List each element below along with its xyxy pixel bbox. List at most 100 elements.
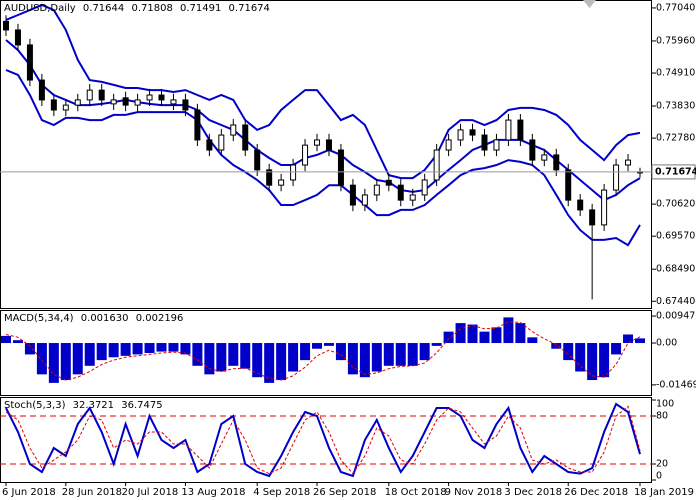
macd-bar [359,343,370,378]
macd-bar [216,343,227,372]
last-price-label: 0.71674 [655,166,696,177]
candle-body [613,164,620,191]
candle-body [553,154,560,171]
y-tick-label: 0.67440 [656,296,695,307]
candle-body [457,129,464,141]
macd-bar [192,343,203,366]
last-price-box [651,164,696,180]
stoch-signal-readout: 36.7475 [121,400,162,411]
candle-body [290,164,297,181]
macd-bar [108,343,119,358]
macd-bar [12,340,23,344]
y-tick-label: 0 [656,471,662,482]
candle-body [625,159,632,166]
stoch-header: Stoch(5,3,3) 32.3721 36.7475 [4,400,163,411]
macd-bar [407,343,418,366]
macd-bar [168,343,179,352]
macd-bar [599,343,610,378]
candle-body [505,119,512,141]
macd-bar [503,317,514,344]
macd-bar [395,343,406,366]
candle-body [481,134,488,151]
candle-body [50,99,57,111]
candle-body [74,99,81,106]
scroll-marker [583,0,596,8]
macd-bar [228,343,239,366]
candle-body [349,184,356,206]
y-tick-label: 0.68490 [656,264,695,275]
macd-bar [204,343,215,375]
x-tick-label: 6 Jun 2018 [2,487,56,498]
candle-body [469,129,476,136]
x-tick-label: 4 Sep 2018 [253,487,310,498]
candle-body [170,99,177,105]
candle-body [278,179,285,186]
bollinger-band [5,69,641,247]
candle-body [493,139,500,151]
x-tick-label: 13 Aug 2018 [181,487,245,498]
candle-body [3,20,9,31]
macd-bar [623,334,634,344]
stoch-title: Stoch(5,3,3) [4,400,66,411]
candle-body [314,139,321,146]
macd-bar [132,343,143,355]
macd-bar [563,343,574,361]
candle-body [409,194,416,201]
x-tick-label: 26 Sep 2018 [313,487,376,498]
macd-bar [611,343,622,355]
candle-body [158,94,165,101]
x-tick-label: 28 Jun 2018 [62,487,122,498]
candle-body [385,179,392,186]
x-tick-label: 20 Jul 2018 [122,487,179,498]
macd-header: MACD(5,34,4) 0.001630 0.002196 [4,313,183,324]
y-tick-label: -0.014695 [656,379,696,390]
candle-body [86,89,93,101]
candle-body [302,144,309,166]
candle-body [230,124,237,136]
macd-bar [323,343,334,346]
price-panel [0,0,652,309]
macd-bar [587,343,598,381]
candle-body [589,209,596,226]
macd-bar [144,343,155,353]
bollinger-band [5,3,641,180]
macd-bar [635,338,645,344]
macd-bar [443,331,454,344]
macd-signal [5,321,641,381]
macd-title: MACD(5,34,4) [4,313,74,324]
macd-bar [84,343,95,366]
macd-bar [527,337,538,344]
candle-body [110,99,117,105]
candle-body [146,94,153,101]
macd-bar [455,323,466,344]
x-tick-label: 9 Nov 2018 [445,487,503,498]
macd-bar [312,343,323,349]
y-tick-label: 80 [656,411,668,422]
candle-body [445,139,452,151]
macd-bar [419,343,430,361]
macd-bar [120,343,131,356]
candle-body [122,97,129,106]
macd-bar [276,343,287,381]
y-tick-label: 0.77040 [656,2,695,13]
y-tick-label: 20 [656,459,668,470]
x-tick-label: 18 Jan 2019 [634,487,694,498]
candle-body [337,149,344,186]
macd-bar [467,324,478,344]
candle-body [182,99,189,111]
candle-body [517,119,524,141]
symbol: AUDUSD,Daily [4,3,76,14]
macd-bar [431,343,442,346]
candle-body [242,124,249,151]
candle-body [194,109,201,141]
macd-bar [479,331,490,344]
macd-bar [371,343,382,372]
close-readout: 0.71674 [229,3,270,14]
candle-body [397,184,404,201]
candle-body [373,184,380,196]
y-tick-label: 0.009471 [656,311,696,322]
candle-body [254,149,261,171]
x-tick-label: 3 Dec 2018 [504,487,562,498]
macd-bar [60,343,71,381]
